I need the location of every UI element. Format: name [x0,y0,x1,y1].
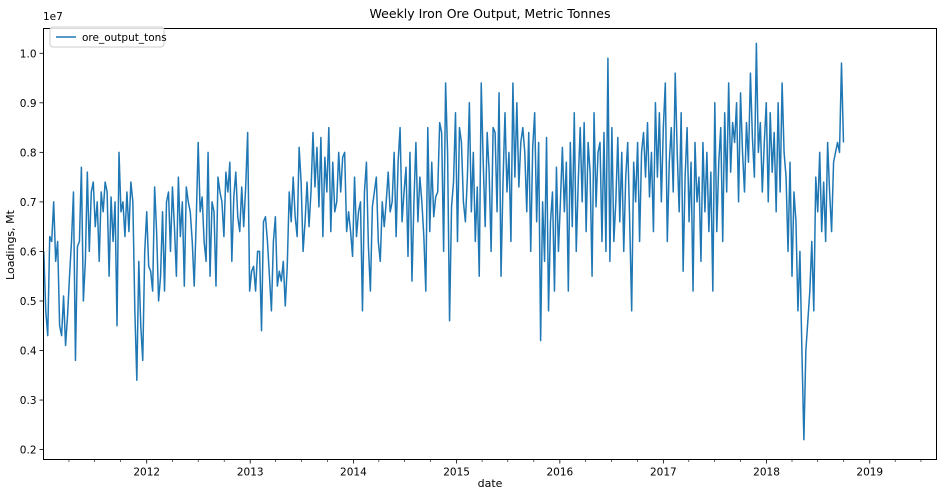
x-tick-label: 2013 [237,467,264,479]
legend: ore_output_tons [49,26,167,48]
y-tick-label: 0.3 [20,395,37,407]
y-tick-label: 0.8 [20,147,37,159]
x-tick-label: 2019 [856,467,883,479]
x-tick-label: 2017 [650,467,677,479]
series-layer [43,42,845,441]
y-offset-label: 1e7 [43,11,63,23]
x-tick-label: 2016 [546,467,573,479]
chart-title: Weekly Iron Ore Output, Metric Tonnes [370,6,611,21]
legend-box [49,26,165,48]
x-axis-label: date [478,477,503,490]
y-tick-label: 1.0 [20,48,37,60]
y-tick-label: 0.5 [20,296,37,308]
y-tick-label: 0.9 [20,98,37,110]
y-tick-label: 0.6 [20,246,37,258]
series-line-ore_output_tons [43,42,845,441]
x-tick-label: 2014 [340,467,367,479]
x-tick-label: 2018 [753,467,780,479]
y-axis-label: Loadings, Mt [4,209,17,280]
x-tick-label: 2012 [133,467,160,479]
y-tick-label: 0.7 [20,197,37,209]
legend-entry: ore_output_tons [82,32,167,44]
y-tick-label: 0.4 [20,346,37,358]
x-tick-label: 2015 [443,467,470,479]
axis-ticks: 0.2 0.3 0.4 0.5 0.6 0.7 0.8 0.9 1.0 2012 2013 2014 2… [20,48,922,479]
y-tick-label: 0.2 [20,445,37,457]
plot-frame [43,28,937,460]
